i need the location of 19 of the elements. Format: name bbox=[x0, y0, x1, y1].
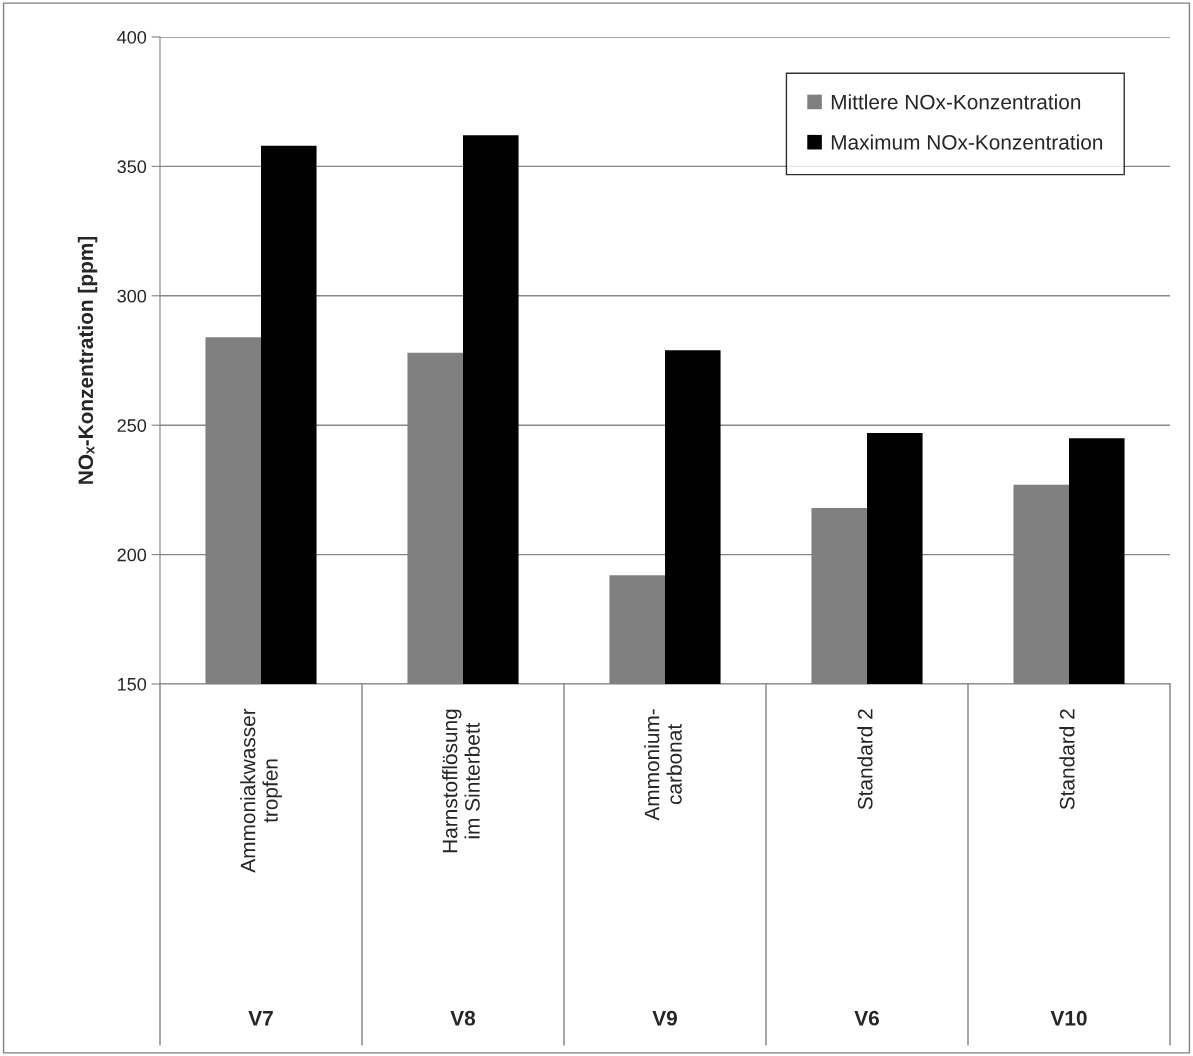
x-tick-label: Standard 2 bbox=[857, 709, 873, 810]
text: V10 bbox=[1050, 1010, 1087, 1026]
x-tick-label: Ammoniakwasser tropfen bbox=[240, 708, 282, 873]
x-tick-label: Standard 2 bbox=[1059, 709, 1075, 810]
text: V7 bbox=[248, 1011, 273, 1026]
x-tick-label: Harnstofflösung im Sinterbett bbox=[442, 709, 480, 853]
legend-label: Maximum NOx-Konzentration bbox=[831, 134, 1103, 150]
y-tick-label: 300 bbox=[117, 289, 147, 303]
text: V9 bbox=[652, 1010, 677, 1026]
text: V6 bbox=[854, 1010, 879, 1026]
text: V8 bbox=[450, 1010, 476, 1026]
y-axis-title: NOₓ-Konzentration [ppm] bbox=[77, 236, 98, 484]
y-tick-label: 250 bbox=[117, 419, 147, 432]
y-tick-label: 350 bbox=[117, 160, 147, 174]
x-tick-label: Ammonium- carbonat bbox=[644, 709, 682, 821]
legend-label: Mittlere NOx-Konzentration bbox=[831, 94, 1081, 110]
y-tick-label: 200 bbox=[117, 548, 147, 562]
y-tick-label: 400 bbox=[117, 30, 147, 44]
y-tick-label: 150 bbox=[118, 677, 147, 691]
